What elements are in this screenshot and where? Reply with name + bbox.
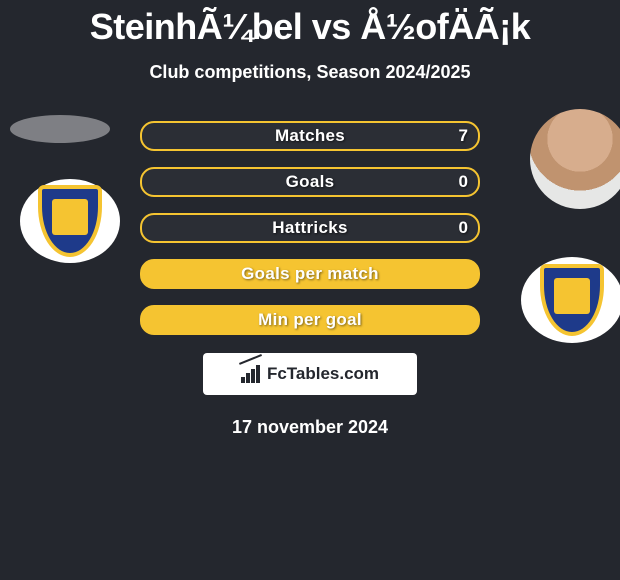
stat-bar: Goals 0	[140, 167, 480, 197]
stat-bar: Hattricks 0	[140, 213, 480, 243]
branding-badge: FcTables.com	[203, 353, 417, 395]
page-title: SteinhÃ¼bel vs Å½ofÄÃ¡k	[0, 0, 620, 48]
stat-bar-label: Min per goal	[258, 310, 362, 330]
player-left-club-badge	[20, 179, 120, 263]
stat-bars: Matches 7 Goals 0 Hattricks 0 Goals per match M…	[140, 121, 480, 351]
stat-bar: Matches 7	[140, 121, 480, 151]
stat-bar: Goals per match	[140, 259, 480, 289]
club-crest-icon	[540, 264, 604, 336]
stat-bar-label: Matches	[275, 126, 345, 146]
stat-bar-label: Goals per match	[241, 264, 379, 284]
branding-text: FcTables.com	[267, 364, 379, 384]
stat-bar-label: Hattricks	[272, 218, 347, 238]
club-crest-icon	[38, 185, 102, 257]
player-right-avatar	[530, 109, 620, 209]
stat-bar-value-right: 7	[459, 126, 468, 146]
subtitle: Club competitions, Season 2024/2025	[0, 62, 620, 83]
date-label: 17 november 2024	[0, 417, 620, 438]
stat-bar-value-right: 0	[459, 172, 468, 192]
stat-bar-value-right: 0	[459, 218, 468, 238]
bar-chart-icon	[241, 365, 263, 383]
comparison-area: Matches 7 Goals 0 Hattricks 0 Goals per match M…	[0, 121, 620, 351]
stat-bar: Min per goal	[140, 305, 480, 335]
player-left-avatar-placeholder	[10, 115, 110, 143]
stat-bar-label: Goals	[286, 172, 335, 192]
player-right-club-badge	[521, 257, 620, 343]
